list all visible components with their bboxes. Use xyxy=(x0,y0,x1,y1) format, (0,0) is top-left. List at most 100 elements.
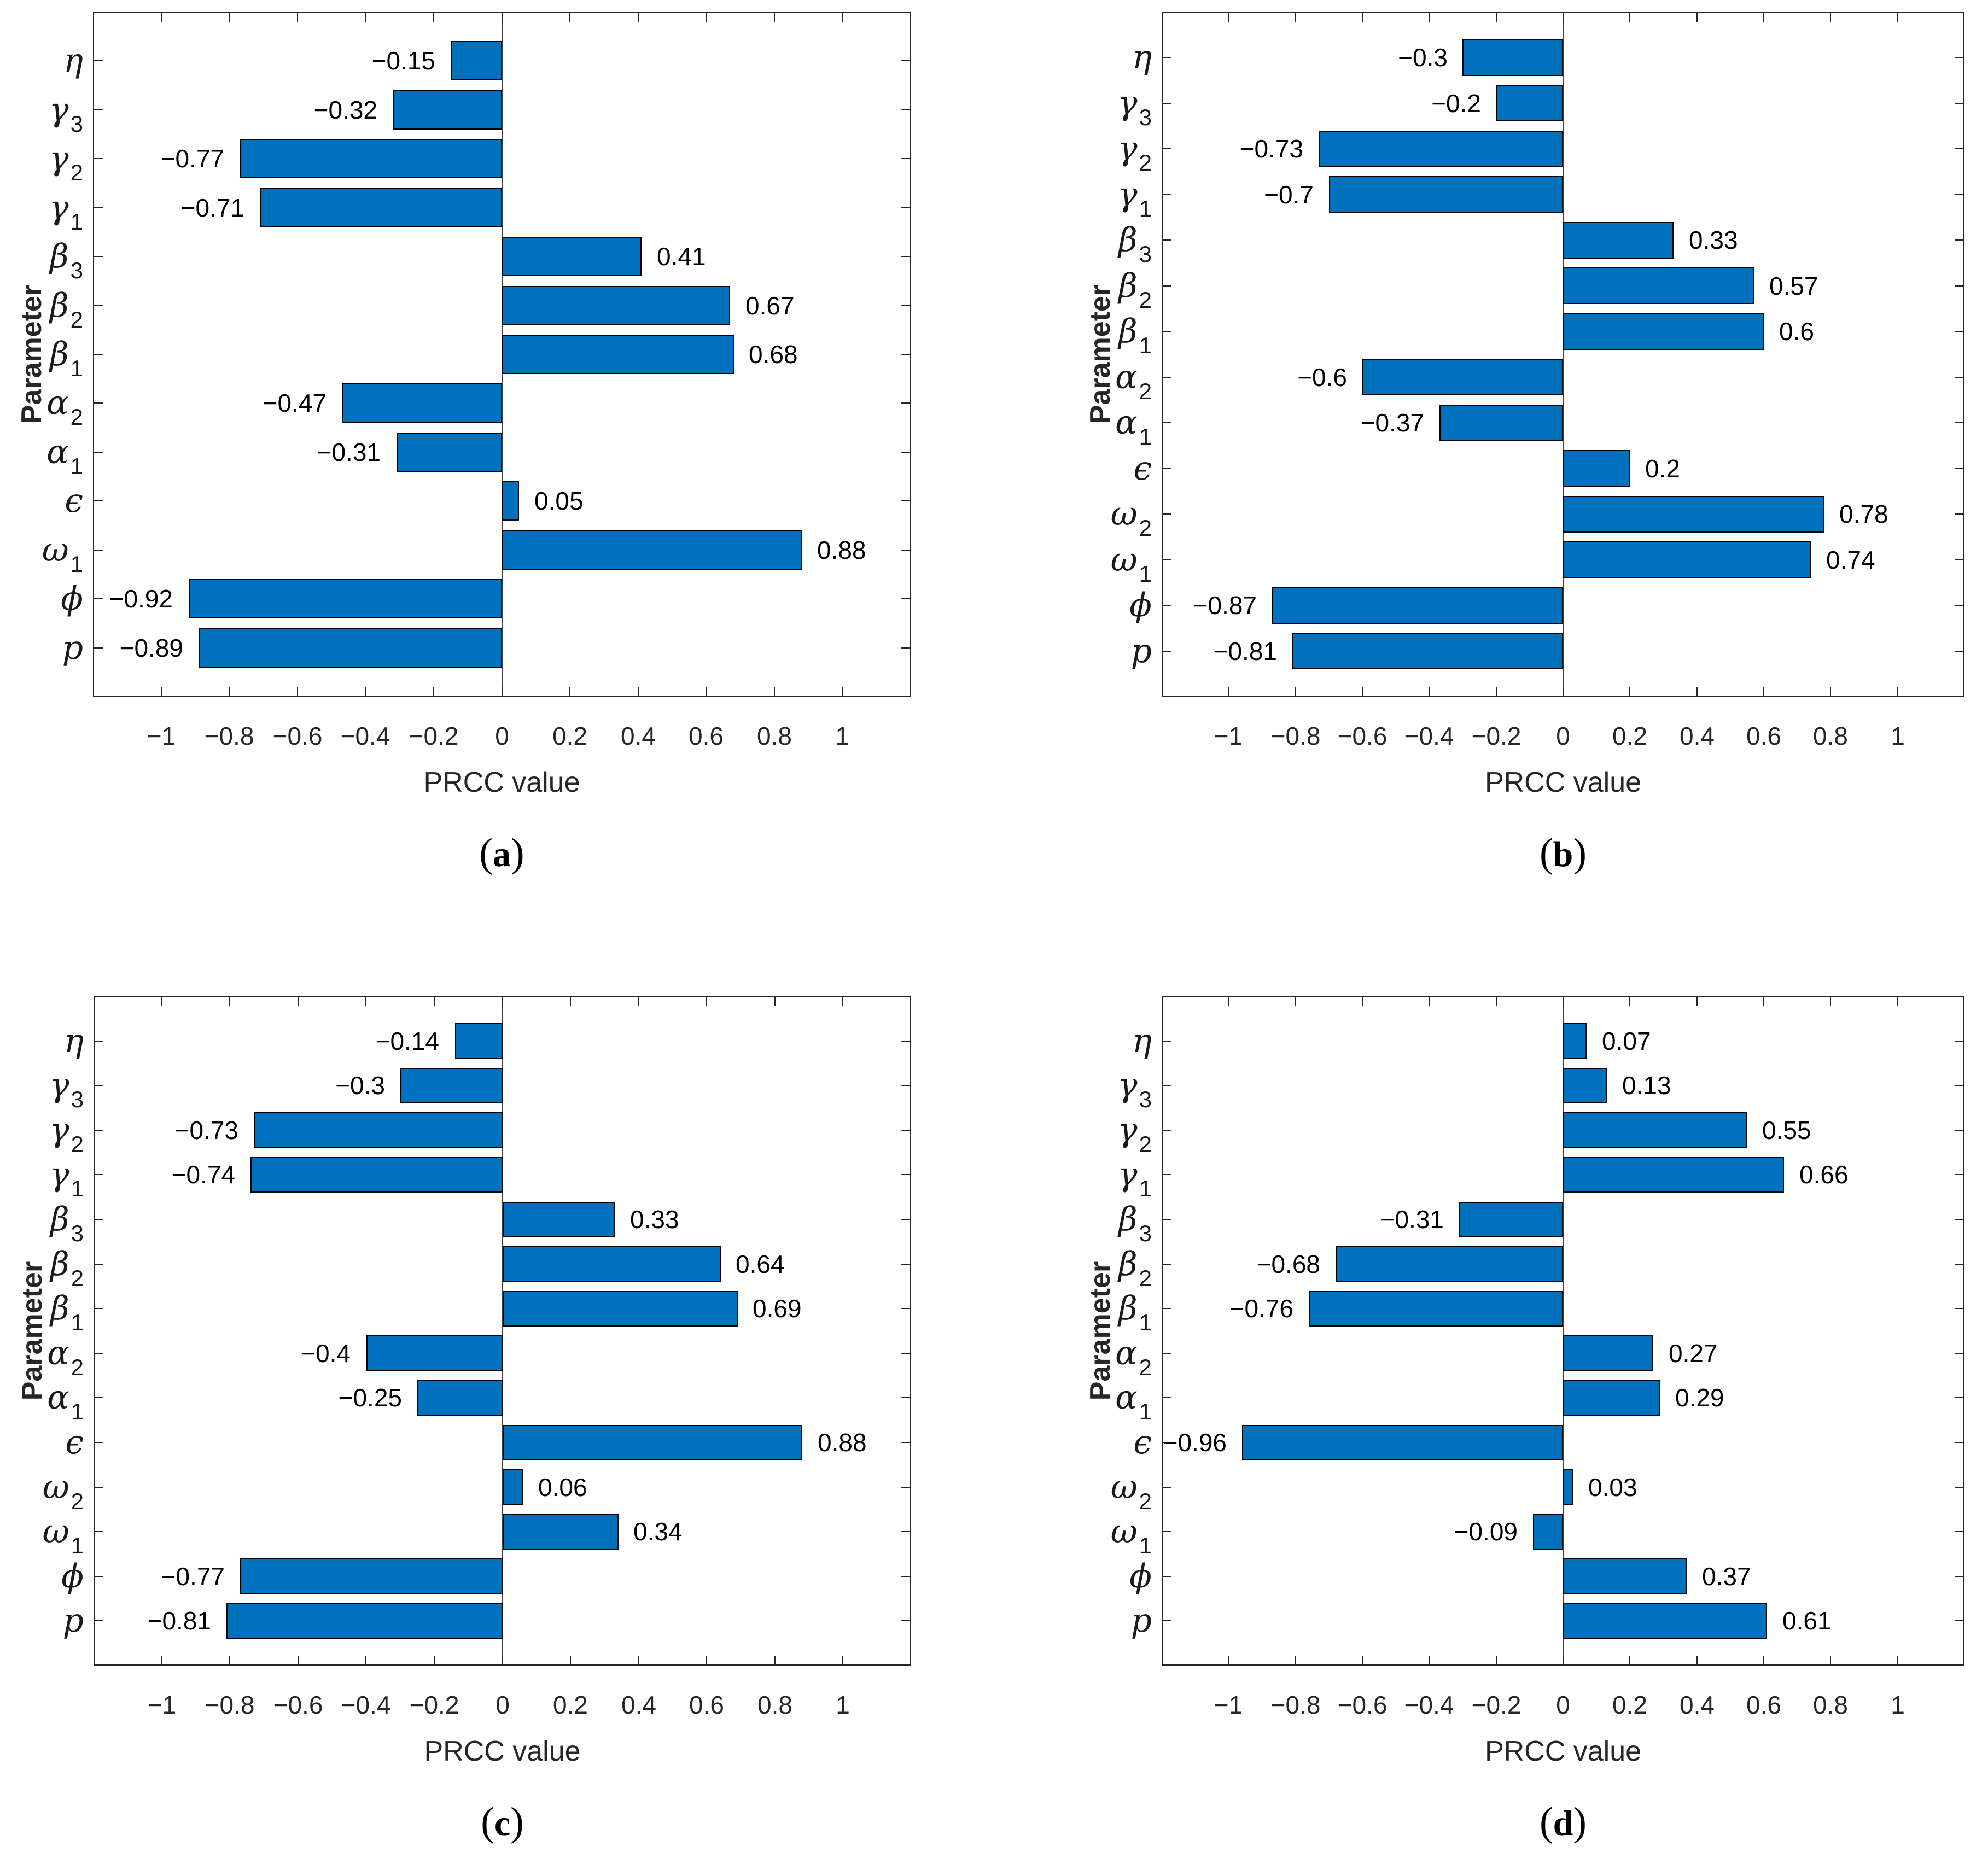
y-tick-right xyxy=(1955,194,1963,195)
y-tick-right xyxy=(901,158,910,160)
y-tick-right xyxy=(901,1442,910,1443)
x-tick-top xyxy=(1362,13,1363,22)
x-tick-label: 0.8 xyxy=(757,722,792,750)
y-tick-left xyxy=(94,549,103,551)
parameter-symbol: β xyxy=(1118,1245,1138,1283)
x-tick-label: 0 xyxy=(495,1691,510,1719)
y-tick-right xyxy=(1955,1442,1963,1443)
caption-paren-left: ( xyxy=(479,831,493,875)
x-tick-label: −0.6 xyxy=(1337,1691,1387,1719)
panel-caption: (d) xyxy=(1399,1796,1727,1848)
y-tick-left xyxy=(94,109,103,110)
x-tick-label: 1 xyxy=(1891,1691,1905,1719)
parameter-symbol: ω xyxy=(1110,495,1138,534)
y-tick-left xyxy=(1163,1263,1171,1265)
y-tick-left xyxy=(94,647,103,649)
y-tick-left xyxy=(1163,102,1171,104)
x-tick-label: 1 xyxy=(836,1691,850,1719)
y-tick-right xyxy=(901,1040,910,1042)
caption-letter: a xyxy=(493,834,511,874)
y-category-label: γ1 xyxy=(0,183,83,235)
parameter-symbol: ϵ xyxy=(65,482,83,521)
prcc-bar xyxy=(1496,85,1563,121)
y-category-label: α1 xyxy=(0,1372,84,1424)
y-tick-right xyxy=(1955,1129,1963,1131)
parameter-symbol: α xyxy=(1115,1378,1138,1417)
y-category-label: p xyxy=(0,1596,84,1646)
x-tick-label: 0.6 xyxy=(1746,1691,1781,1719)
y-tick-left xyxy=(1163,468,1171,469)
parameter-subscript: 1 xyxy=(71,1310,84,1336)
y-tick-right xyxy=(901,598,910,600)
y-tick-left xyxy=(95,1129,103,1131)
y-category-label: η xyxy=(1001,1016,1152,1066)
y-tick-right xyxy=(901,60,910,62)
axes-box xyxy=(93,12,911,697)
y-category-label: γ1 xyxy=(0,1149,84,1201)
x-tick-top xyxy=(1228,13,1229,22)
panel-caption: (c) xyxy=(339,1796,667,1848)
y-category-label: ϵ xyxy=(1001,443,1152,494)
y-tick-left xyxy=(1163,605,1171,606)
prcc-bar xyxy=(1563,267,1754,304)
bar-value-label: 0.33 xyxy=(1689,226,1738,255)
y-tick-right xyxy=(1955,650,1963,652)
parameter-symbol: η xyxy=(1132,1021,1152,1060)
parameter-symbol: β xyxy=(1118,266,1138,305)
parameter-subscript: 2 xyxy=(70,306,83,332)
parameter-symbol: ω xyxy=(1110,540,1138,579)
y-category-label: γ2 xyxy=(1001,1105,1152,1157)
x-tick-bottom xyxy=(1763,687,1764,696)
y-tick-left xyxy=(1163,1308,1171,1310)
y-category-label: β3 xyxy=(1001,215,1152,267)
x-tick-label: −0.2 xyxy=(409,1691,459,1719)
caption-letter: c xyxy=(494,1803,511,1843)
x-tick-bottom xyxy=(842,1656,843,1664)
x-tick-top xyxy=(365,13,366,22)
y-tick-left xyxy=(94,60,103,62)
bar-value-label: 0.37 xyxy=(1702,1562,1751,1591)
x-tick-bottom xyxy=(434,1656,435,1664)
y-tick-right xyxy=(1955,102,1963,104)
parameter-symbol: γ xyxy=(49,139,69,178)
y-tick-right xyxy=(901,1174,910,1176)
x-tick-label: −0.4 xyxy=(340,722,390,750)
bar-value-label: 0.69 xyxy=(753,1294,802,1323)
bar-value-label: 0.13 xyxy=(1622,1071,1671,1100)
x-axis-label: PRCC value xyxy=(1484,767,1642,798)
y-category-label: ω2 xyxy=(1001,489,1152,541)
x-tick-top xyxy=(1763,997,1764,1006)
y-tick-right xyxy=(901,1486,910,1488)
prcc-bar xyxy=(226,1603,503,1639)
y-tick-right xyxy=(1955,1531,1963,1533)
bar-value-label: −0.32 xyxy=(313,95,377,124)
y-category-label: β2 xyxy=(0,1239,84,1291)
parameter-symbol: β xyxy=(50,1245,69,1283)
parameter-subscript: 3 xyxy=(70,110,83,137)
y-tick-right xyxy=(901,256,910,258)
caption-paren-right: ) xyxy=(511,831,524,875)
x-tick-bottom xyxy=(774,1656,776,1664)
y-tick-right xyxy=(901,647,910,649)
x-tick-bottom xyxy=(1228,687,1229,696)
x-tick-top xyxy=(1563,13,1564,22)
x-tick-top xyxy=(229,997,230,1006)
parameter-symbol: ϵ xyxy=(1133,449,1152,488)
prcc-bar xyxy=(1563,1380,1660,1416)
parameter-symbol: γ xyxy=(1117,1111,1138,1149)
y-category-label: ϵ xyxy=(0,476,83,526)
prcc-bar xyxy=(400,1068,503,1103)
prcc-bar xyxy=(1563,1112,1747,1148)
caption-paren-left: ( xyxy=(1539,1800,1553,1844)
prcc-bar xyxy=(239,139,502,178)
parameter-symbol: β xyxy=(50,1200,69,1238)
prcc-bar xyxy=(366,1335,503,1371)
bar-value-label: −0.68 xyxy=(1256,1249,1320,1278)
x-tick-bottom xyxy=(502,1656,503,1664)
y-tick-right xyxy=(1955,1620,1963,1622)
y-tick-right xyxy=(1955,1219,1963,1220)
y-category-label: ω2 xyxy=(1001,1462,1152,1514)
bar-value-label: −0.71 xyxy=(180,193,244,222)
x-tick-label: 0.2 xyxy=(553,1691,588,1719)
